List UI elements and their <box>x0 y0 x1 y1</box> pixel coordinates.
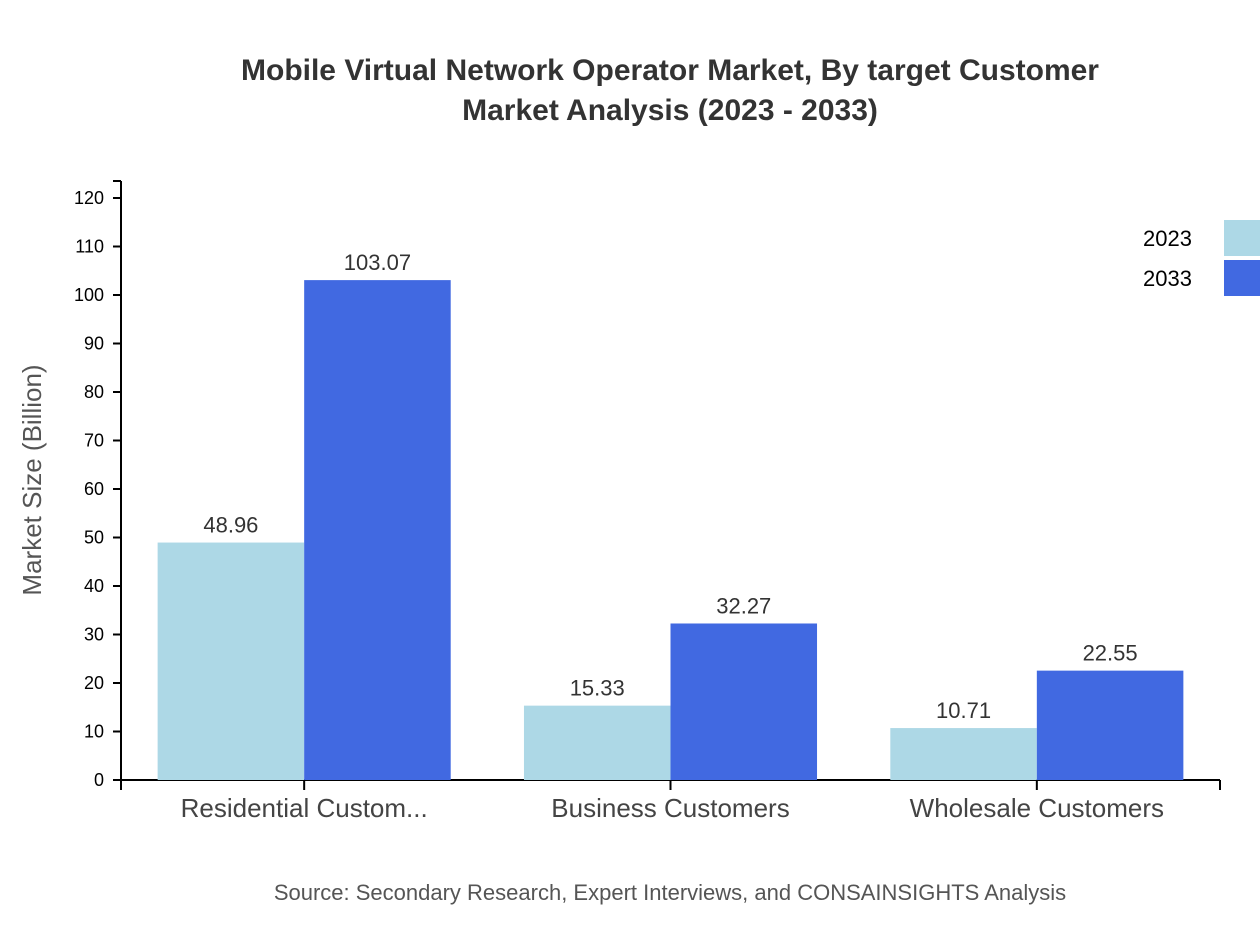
y-tick-label: 20 <box>84 673 104 693</box>
x-axis: Residential Custom... Business Customers W… <box>120 779 1221 823</box>
y-tick-label: 80 <box>84 382 104 402</box>
y-tick-label: 120 <box>74 188 104 208</box>
y-axis-label: Market Size (Billion) <box>17 364 47 595</box>
y-tick-label: 110 <box>75 237 104 257</box>
legend: 2023 2033 <box>1143 220 1260 296</box>
bars: 48.96 103.07 15.33 32.27 10.71 22.55 <box>157 250 1184 780</box>
bar-2033[interactable] <box>1036 670 1184 780</box>
chart-title-line-2: Market Analysis (2023 - 2033) <box>462 94 878 127</box>
data-label: 15.33 <box>570 676 625 701</box>
legend-label: 2023 <box>1143 226 1192 251</box>
x-tick-label: Wholesale Customers <box>910 793 1164 823</box>
y-tick-label: 30 <box>84 625 104 645</box>
y-tick-label: 10 <box>84 722 104 742</box>
legend-swatch-2023 <box>1224 220 1260 256</box>
legend-label: 2033 <box>1143 266 1192 291</box>
chart-title-line-1: Mobile Virtual Network Operator Market, … <box>241 54 1099 87</box>
bar-2023[interactable] <box>523 705 671 780</box>
y-tick-label: 40 <box>84 576 104 596</box>
y-tick-label: 100 <box>74 285 104 305</box>
source-note: Source: Secondary Research, Expert Inter… <box>274 880 1066 905</box>
bar-2023[interactable] <box>890 728 1037 780</box>
y-tick-label: 90 <box>84 334 104 354</box>
bar-2023[interactable] <box>157 542 305 780</box>
y-axis: 0 10 20 30 40 50 60 70 80 90 100 110 120 <box>74 180 122 790</box>
bar-2033[interactable] <box>670 623 818 780</box>
x-tick-label: Residential Custom... <box>181 793 428 823</box>
data-label: 48.96 <box>203 513 258 538</box>
data-label: 103.07 <box>344 250 411 275</box>
data-label: 22.55 <box>1083 641 1138 666</box>
y-tick-label: 70 <box>84 431 104 451</box>
y-tick-label: 60 <box>84 479 104 499</box>
y-tick-label: 50 <box>84 528 104 548</box>
x-tick-label: Business Customers <box>551 793 789 823</box>
data-label: 10.71 <box>936 698 991 723</box>
legend-swatch-2033 <box>1224 260 1260 296</box>
data-label: 32.27 <box>716 593 771 618</box>
bar-2033[interactable] <box>304 280 451 780</box>
y-tick-label: 0 <box>94 770 104 790</box>
